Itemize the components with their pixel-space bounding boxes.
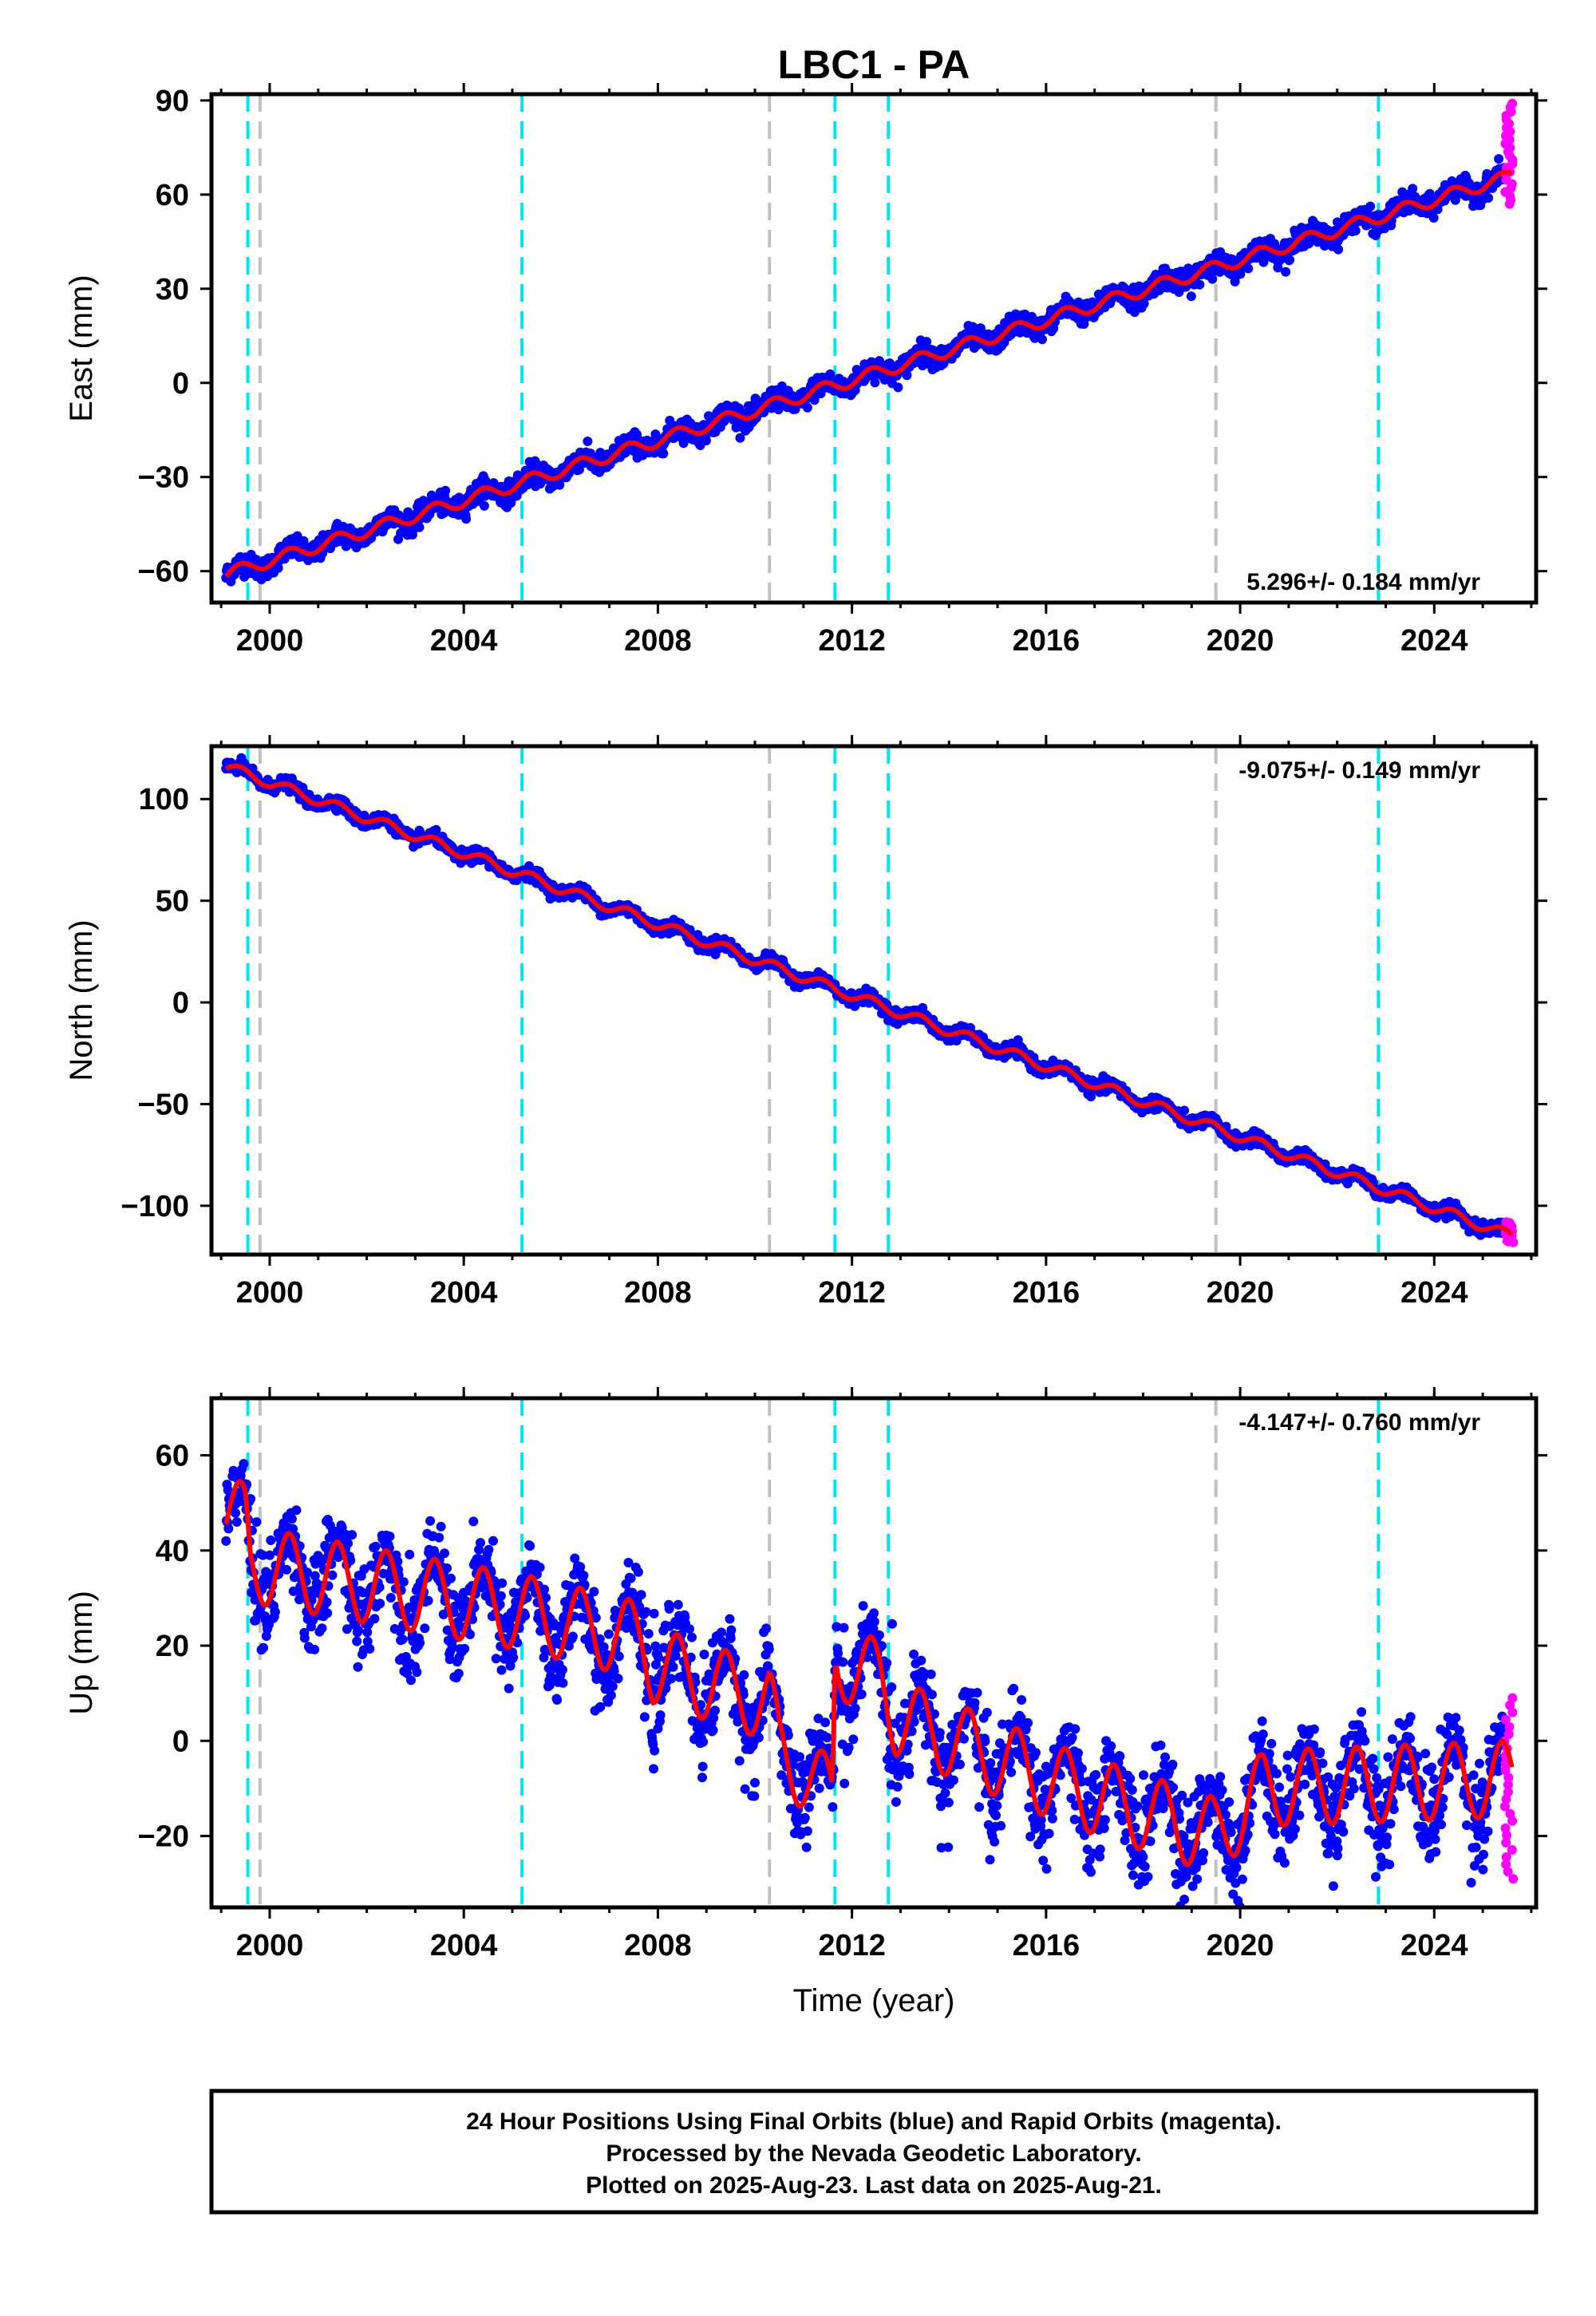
y-tick-label: 30	[156, 273, 189, 306]
data-point	[1281, 267, 1291, 277]
data-point	[1483, 193, 1494, 203]
x-tick-label: 2020	[1207, 624, 1274, 658]
data-point	[1408, 184, 1418, 194]
data-point	[1285, 255, 1295, 265]
figure-title: LBC1 - PA	[778, 42, 970, 87]
y-tick-label: −60	[138, 555, 189, 589]
north-panel: 2000 2004 2008 2012 2016 2020 2024−100−5005010…	[64, 735, 1547, 1310]
x-tick-label: 2008	[624, 624, 692, 658]
data-point	[431, 824, 441, 835]
x-tick-label: 2000	[236, 624, 304, 658]
data-point	[802, 402, 812, 413]
data-point	[1139, 298, 1149, 309]
x-tick-label: 2016	[1013, 624, 1080, 658]
x-tick-label: 2004	[430, 624, 498, 658]
y-tick-label: 0	[172, 367, 189, 401]
data-point	[735, 433, 745, 443]
velocity-rate-label: 5.296+/- 0.184 mm/yr	[1246, 569, 1480, 595]
data-point	[1365, 201, 1376, 211]
data-point	[1333, 244, 1344, 255]
data-point	[479, 500, 489, 511]
data-point	[922, 337, 932, 347]
data-point	[1037, 334, 1047, 345]
plot-frame	[209, 92, 1539, 605]
data-point	[893, 382, 903, 393]
data-point	[440, 485, 451, 496]
data-point	[1235, 269, 1246, 279]
east-panel: 2000 2004 2008 2012 2016 2020 2024 −60 −30 0 30 60 9…	[64, 83, 1547, 658]
x-tick-label: 2012	[818, 624, 886, 658]
data-point	[1428, 213, 1439, 223]
data-point	[461, 514, 472, 524]
data-point	[620, 448, 630, 458]
y-tick-label: 60	[156, 179, 189, 212]
data-point	[870, 377, 880, 388]
data-point	[658, 449, 669, 459]
rapid-point	[1507, 98, 1518, 109]
model-fit-line	[224, 169, 1513, 579]
data-point	[273, 563, 283, 573]
data-point	[1186, 291, 1196, 302]
data-point	[1494, 154, 1504, 164]
data-point	[1350, 226, 1361, 235]
data-point	[583, 437, 593, 446]
data-point	[1243, 263, 1254, 274]
data-point	[902, 370, 912, 381]
data-point	[298, 536, 309, 546]
y-tick-label: 90	[156, 85, 189, 118]
data-point	[1129, 307, 1140, 318]
plot-area	[221, 94, 1518, 603]
data-point	[1086, 1092, 1096, 1101]
data-point	[279, 554, 290, 564]
x-tick-label: 2024	[1400, 624, 1468, 658]
data-point	[1179, 1105, 1190, 1116]
y-tick-label: −30	[138, 461, 189, 495]
rapid-orbit-points	[1500, 98, 1518, 209]
data-point	[414, 522, 425, 532]
data-point	[1207, 274, 1218, 284]
y-axis-label: East (mm)	[64, 275, 99, 421]
plot-area	[221, 746, 1519, 1255]
data-point	[1195, 279, 1205, 290]
